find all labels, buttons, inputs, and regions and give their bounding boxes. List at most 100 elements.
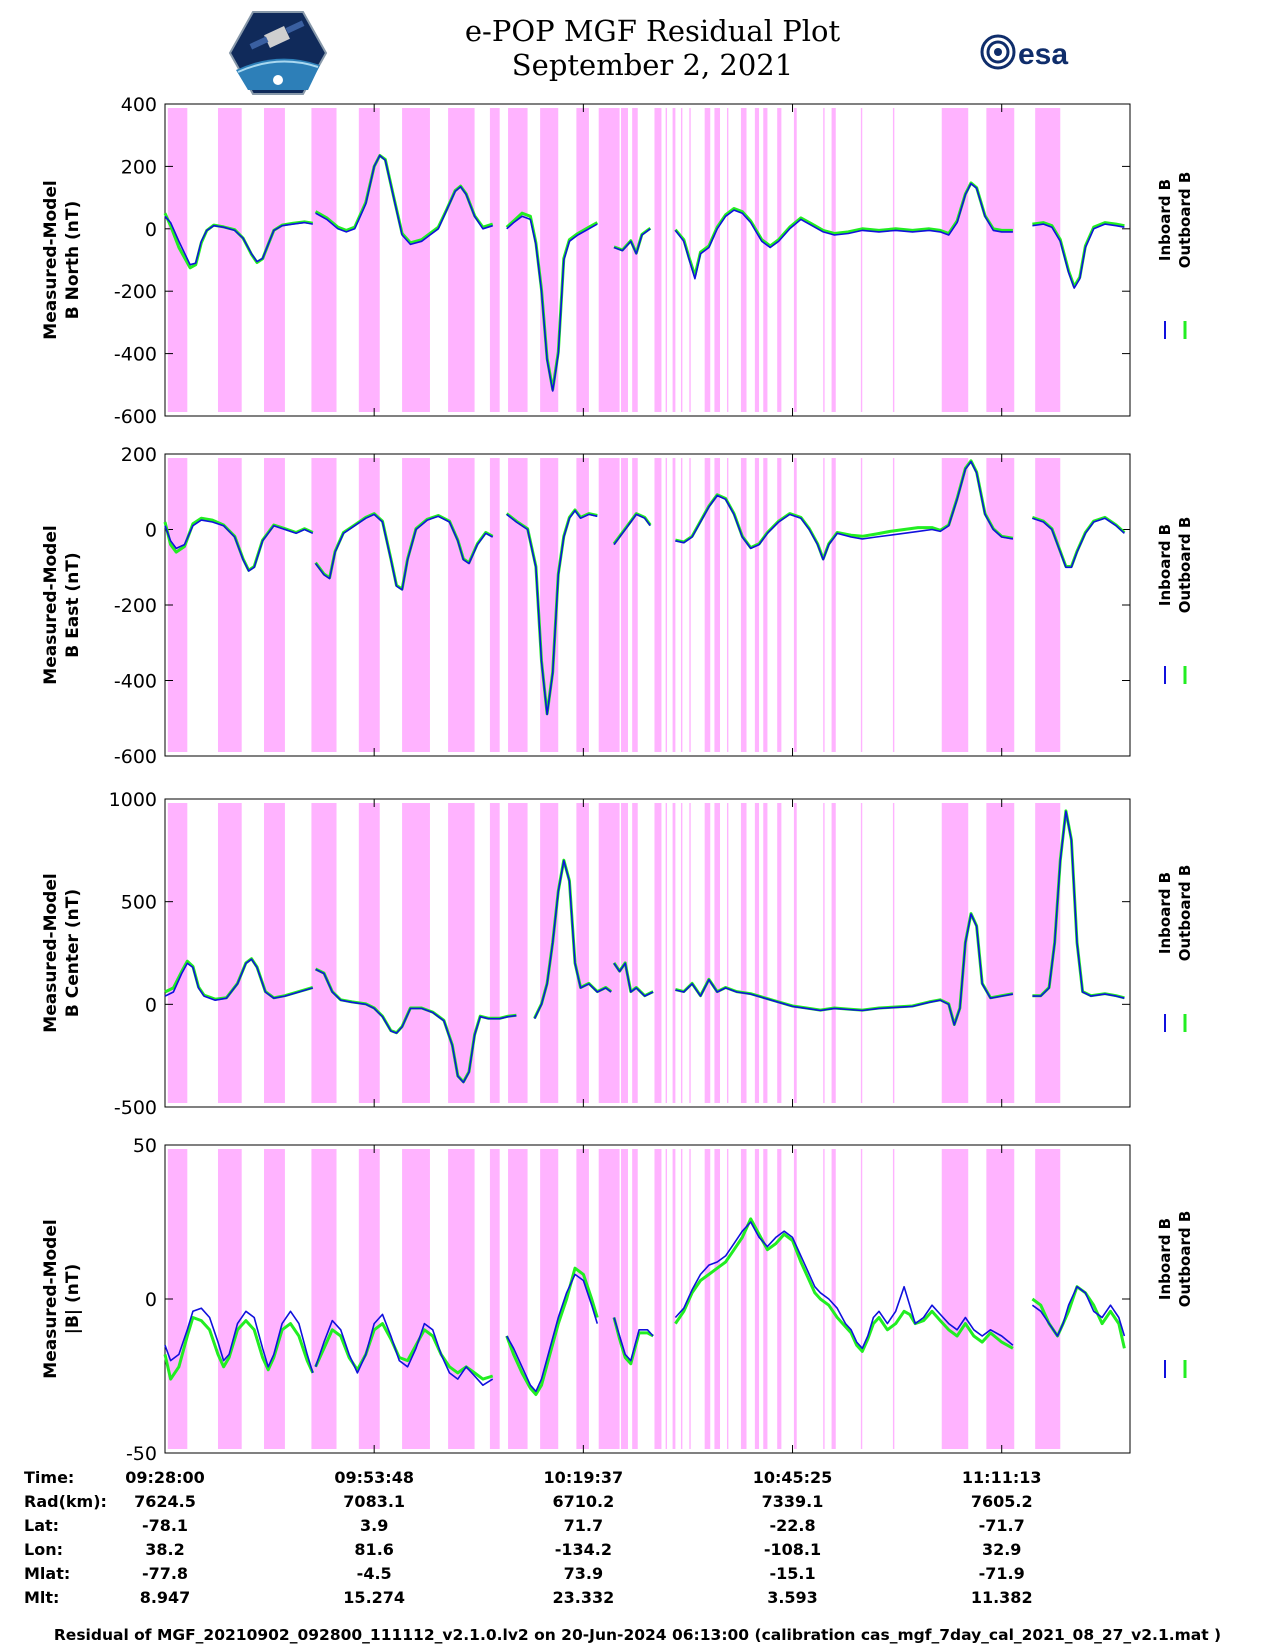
info-cell: -78.1: [141, 1516, 189, 1535]
shaded-interval: [823, 458, 825, 752]
shaded-interval: [358, 108, 380, 412]
shaded-interval: [311, 458, 337, 752]
y-axis-label-line1: Measured-Model: [41, 180, 61, 339]
shaded-interval: [448, 1149, 475, 1449]
y-tick-label: 0: [145, 1289, 157, 1311]
inboard-series: [164, 215, 313, 266]
shaded-interval: [264, 458, 285, 752]
inboard-series: [164, 958, 314, 1001]
shaded-interval: [621, 108, 628, 412]
shaded-interval: [704, 1149, 711, 1449]
shaded-interval: [654, 1149, 662, 1449]
shaded-interval: [823, 803, 825, 1103]
shaded-interval: [740, 803, 747, 1103]
shaded-interval: [402, 458, 430, 752]
y-tick-label: 400: [121, 94, 157, 116]
y-tick-label: 500: [121, 892, 157, 914]
footer-caption: Residual of MGF_20210902_092800_111112_v…: [53, 1626, 1222, 1644]
inboard-series: [506, 509, 598, 716]
outboard-series: [674, 1217, 1014, 1353]
shaded-interval: [941, 1149, 969, 1449]
shaded-interval: [754, 1149, 760, 1449]
info-row: Mlt: 8.947 15.274 23.332 3.593 11.382: [0, 1588, 1275, 1610]
shaded-interval: [726, 1149, 729, 1449]
shaded-interval: [217, 803, 242, 1103]
shaded-interval: [654, 803, 662, 1103]
legend: Inboard B Outboard B: [1156, 865, 1194, 962]
inboard-series: [613, 513, 651, 546]
y-tick-label: -500: [114, 1097, 157, 1119]
info-cell: 09:53:48: [334, 1468, 414, 1487]
y-tick-label: -50: [126, 1443, 157, 1465]
shaded-interval: [672, 108, 676, 412]
axes-frame: [164, 103, 1131, 417]
shaded-interval: [576, 803, 589, 1103]
shaded-interval: [892, 803, 895, 1103]
inboard-series: [1032, 810, 1125, 999]
y-tick-label: -200: [114, 595, 157, 617]
shaded-interval: [402, 1149, 430, 1449]
info-row: Lat: -78.1 3.9 71.7 -22.8 -71.7: [0, 1516, 1275, 1538]
shaded-interval: [598, 803, 620, 1103]
shaded-interval: [1035, 458, 1061, 752]
shaded-interval: [680, 1149, 683, 1449]
shaded-interval: [941, 108, 969, 412]
shaded-interval: [860, 1149, 863, 1449]
info-row: Mlat: -77.8 -4.5 73.9 -15.1 -71.9: [0, 1564, 1275, 1586]
shaded-interval: [726, 458, 729, 752]
y-tick-label: -400: [114, 671, 157, 693]
shaded-interval: [632, 803, 638, 1103]
shaded-interval: [860, 108, 863, 412]
shaded-interval: [264, 1149, 285, 1449]
shaded-interval: [489, 108, 500, 412]
shaded-interval: [714, 458, 721, 752]
info-cell: -71.9: [978, 1564, 1025, 1583]
y-tick-label: 0: [145, 219, 157, 241]
y-tick-label: 0: [145, 994, 157, 1016]
axes-frame: [164, 453, 1131, 757]
shaded-interval: [665, 1149, 668, 1449]
shaded-interval: [167, 458, 188, 752]
shaded-interval: [793, 803, 797, 1103]
inboard-series: [613, 228, 651, 255]
shaded-interval: [680, 108, 683, 412]
shaded-interval: [167, 803, 188, 1103]
shaded-interval: [763, 803, 768, 1103]
shaded-interval: [621, 458, 628, 752]
title-block: e-POP MGF Residual Plot September 2, 202…: [0, 14, 1275, 82]
shaded-interval: [402, 803, 430, 1103]
shaded-interval: [740, 1149, 747, 1449]
chart-title: e-POP MGF Residual Plot: [464, 14, 841, 48]
info-cell: -4.5: [356, 1564, 392, 1583]
info-row-label: Lon:: [24, 1540, 63, 1559]
shaded-interval: [892, 108, 895, 412]
cassiope-logo: [228, 11, 328, 95]
y-tick-label: -400: [114, 344, 157, 366]
shaded-interval: [672, 803, 676, 1103]
legend-inboard-label: Inboard B: [1156, 1218, 1174, 1300]
shaded-interval: [598, 1149, 620, 1449]
shaded-interval: [665, 108, 668, 412]
shaded-interval: [763, 458, 768, 752]
inboard-series: [164, 1307, 314, 1374]
legend-outboard-label: Outboard B: [1176, 865, 1194, 962]
shaded-interval: [1035, 108, 1061, 412]
info-row: Time: 09:28:00 09:53:48 10:19:37 10:45:25 11:…: [0, 1468, 1275, 1490]
outboard-series: [612, 1317, 654, 1366]
shaded-interval: [264, 108, 285, 412]
shaded-interval: [986, 1149, 1015, 1449]
shaded-interval: [358, 458, 380, 752]
inboard-series: [315, 154, 493, 246]
y-axis-label: Measured-Model B North (nT): [41, 180, 83, 339]
legend: Inboard B Outboard B: [1156, 172, 1194, 269]
info-cell: 7605.2: [970, 1492, 1033, 1511]
shaded-interval: [217, 458, 242, 752]
y-axis-label-line2: B North (nT): [63, 201, 83, 320]
y-axis-label-line2: B East (nT): [63, 552, 83, 657]
info-row-label: Time:: [24, 1468, 75, 1487]
shaded-interval: [621, 1149, 628, 1449]
shaded-interval: [714, 803, 721, 1103]
shaded-interval: [311, 108, 337, 412]
info-cell: 15.274: [343, 1588, 406, 1607]
shaded-interval: [598, 108, 620, 412]
